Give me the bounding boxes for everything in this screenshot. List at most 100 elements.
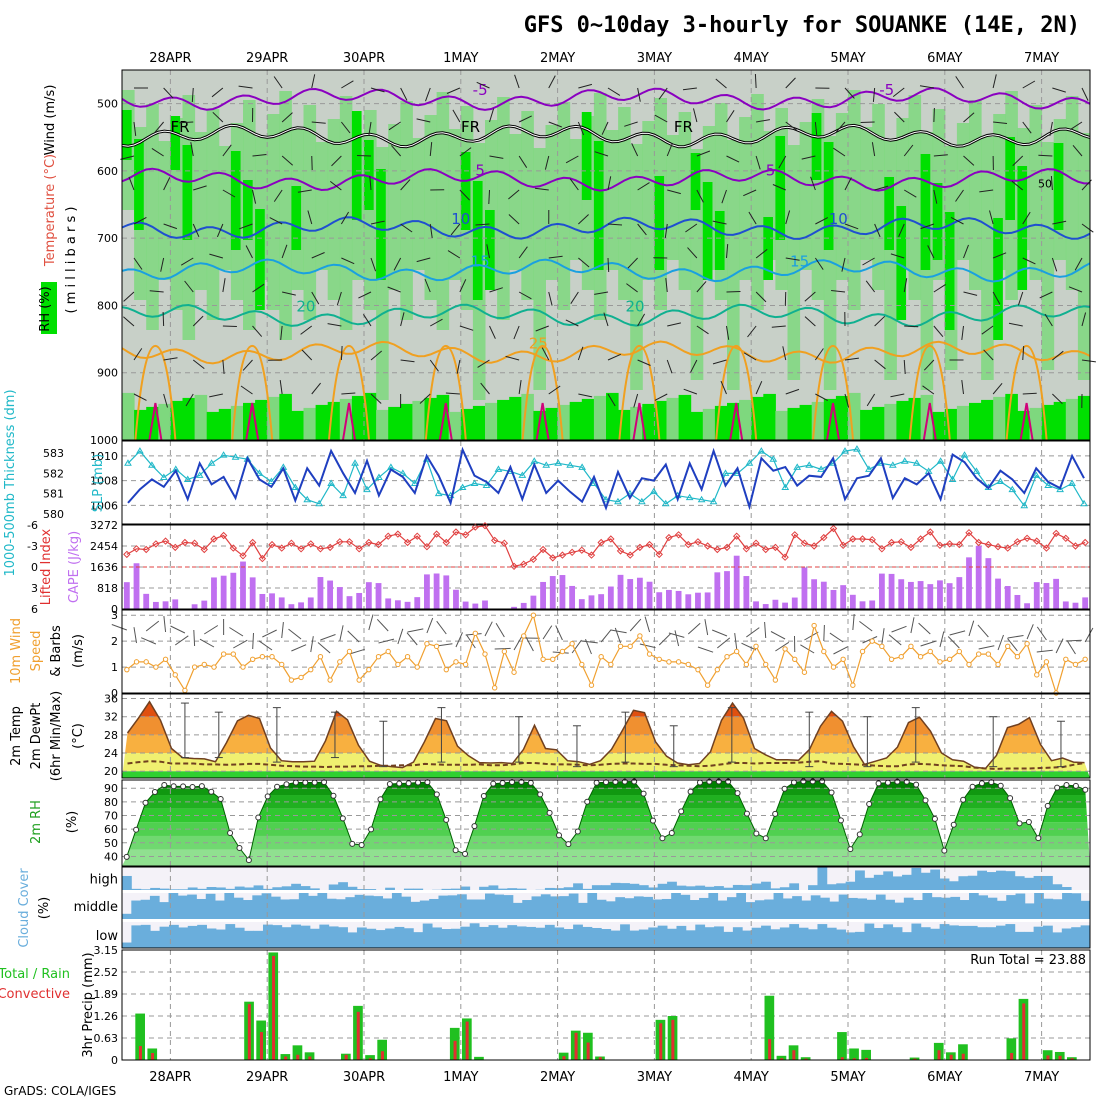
wind-barb-10m [349,648,365,655]
wind-barb [950,216,964,225]
rh-shade-low [1077,395,1091,440]
rh-shade-high [376,169,386,280]
precip-convective-bar [1058,1055,1062,1060]
thickness-point [398,469,407,476]
wind-barb [898,223,905,238]
cloud-cover-bar [745,902,756,919]
lifted-index-point [1023,534,1031,543]
wind-barb [190,142,194,157]
wind-speed-point [975,651,982,657]
cloud-cover-bar [606,901,616,919]
wind-barb [400,87,408,101]
lifted-index-point [520,560,528,568]
cloud-cover-bar [225,888,236,890]
corner-rh-label: 50 [1038,178,1052,191]
top-date-label: 5MAY [830,51,865,66]
rh-shade-low [376,409,389,440]
wind-barb-10m [141,637,157,645]
cloud-cover-bar [385,887,395,890]
cloud-cover-bar [643,896,653,919]
wind-speed-point [898,653,904,660]
cape-bar [656,592,663,609]
rh-shade-mid [327,119,341,300]
thickness-point [721,469,730,476]
lifted-index-point [287,539,296,547]
cape-bar [530,595,537,609]
lifted-index-point [307,540,315,548]
thickness-point [697,495,706,503]
rh-point [471,823,478,830]
rh-shade-low [315,404,329,440]
precip-total-bar [776,1055,787,1060]
cloud-cover-bar [742,885,753,890]
wind-barb [475,223,490,226]
wind-barb [603,312,609,327]
lifted-index-point [800,539,809,547]
top-date-label: 6MAY [927,51,962,66]
wind-barb [133,393,147,401]
cloud-cover-bar [336,899,346,919]
rh-shade-mid [194,132,208,290]
thickness-point [805,461,814,468]
wind-barb [874,315,886,327]
wind-barb-10m [585,639,592,655]
wind-barb-10m [170,625,186,634]
wind-barb-10m [347,630,360,643]
rh-shade-low [678,394,692,440]
wind-barb [785,388,800,395]
thickness-point [470,479,479,487]
wind-barb [1074,257,1083,271]
lifted-index-point [674,531,683,539]
wind-barb [400,179,411,191]
cloud-cover-bar [447,895,458,919]
cloud-frame [121,866,1091,949]
rh-shade-low [932,411,946,440]
cloud-cover-bar [967,925,978,948]
cape-bar [898,579,905,609]
wind-barb [578,214,589,225]
cloud-cover-bar [289,899,300,919]
cloud-cover-bar [1061,928,1072,948]
wind-barb-10m [407,628,424,633]
rh-shade-high [1053,143,1064,230]
precip-convective-bar [840,1057,844,1060]
wind-barb-10m [368,614,374,631]
top-date-label: 28APR [149,51,191,66]
cape-bar [636,577,643,609]
thickness-point [948,475,957,482]
chart-title: GFS 0~10day 3-hourly for SOUANKE (14E, 2… [524,13,1080,38]
wind-barb [626,283,638,293]
cloud-cover-bar [949,925,959,948]
wind-speed-point [675,659,682,665]
wind-speed-point [753,643,759,650]
wind-barb-10m [339,625,344,642]
cloud-cover-bar [345,897,356,919]
thickness-point [793,463,802,470]
wind-speed-point [821,648,827,655]
y-tick-label: 600 [97,165,118,178]
wind-barb [222,325,237,327]
wind-speed-point [491,685,498,691]
wind-speed-point [385,648,391,655]
wind-barb [446,87,461,94]
lifted-index-point [926,528,934,536]
wind-barb [666,142,673,157]
contour-label: 15 [790,252,809,270]
thickness-point [566,461,575,468]
cloud-cover-bar [244,887,254,890]
wind-speed-point [579,661,585,668]
wind-barb [755,155,761,170]
temperature-contour [121,86,1091,111]
wind-barb [430,318,443,327]
cloud-cover-bar [761,881,771,890]
rh-point [1072,782,1079,789]
wind-barb-10m [764,621,767,639]
wind-speed-point [308,666,314,673]
rh-shade-low [400,403,413,440]
cape-bar [791,597,798,609]
cape-bar [782,602,788,609]
wind-barb [687,247,698,259]
rh-shade-mid [848,90,861,310]
cloud-cover-bar [761,925,771,948]
cloud-cover-bar [159,926,170,948]
